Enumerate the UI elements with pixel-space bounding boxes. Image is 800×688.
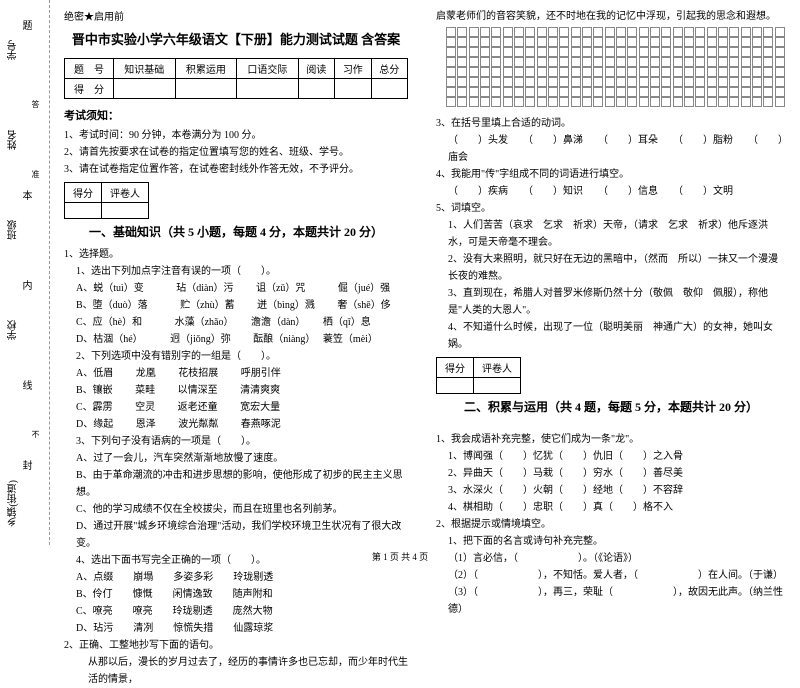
eval-c1: 得分 [65,183,102,203]
q1a-d: D、枯涸（hé） 迥（jiǒng）弥 酝酿（niàng） 蓑笠（mèi） [64,331,408,348]
secret-label: 绝密★启用前 [64,8,408,23]
q1b-c: C、霹雳 空灵 返老还童 宽宏大量 [64,399,408,416]
s2q1-2: 2、异曲天（ ）马栽（ ）穷水（ ）善尽美 [436,465,786,482]
margin-right-1: 本 [18,190,33,200]
q1c-b: B、由于革命潮流的冲击和进步思想的影响，使他形成了初步的民主主义思想。 [64,467,408,501]
margin-banji: 班级 [6,220,21,240]
exam-title: 晋中市实验小学六年级语文【下册】能力测试试题 含答案 [64,29,408,48]
right-column: 启蒙老师们的音容笑貌，还不时地在我的记忆中浮现，引起我的思念和遐想。 3、在括号… [422,0,800,545]
margin-small-2: 不 [30,430,41,438]
s2q1-3: 3、水深火（ ）火朝（ ）经地（ ）不容辞 [436,482,786,499]
q2: 2、正确、工整地抄写下面的语句。 [64,637,408,654]
q1c: 3、下列句子没有语病的一项是（ ）。 [64,433,408,450]
q1a-c: C、应（hè）和 水藻（zhǎo） 澹澹（dàn） 栖（qī）息 [64,314,408,331]
q1b-b: B、镶嵌 菜畦 以情深至 清清爽爽 [64,382,408,399]
s2q2a-2: （2）（ ），不知恬。爱人者，（ ）在人间。（于谦） [436,567,786,584]
q1a-b: B、堕（duò）落 贮（zhù）蓄 迸（bìng）溅 奢（shē）侈 [64,297,408,314]
th-0: 题 号 [65,59,114,79]
td-3 [237,79,299,99]
eval-c2: 评卷人 [102,183,149,203]
q1b-a: A、低眉 龙凰 花枝招展 呼朋引伴 [64,365,408,382]
q1a: 1、选出下列加点字注音有误的一项（ ）。 [64,263,408,280]
margin-right-4: 封 [18,460,33,470]
td-5 [335,79,371,99]
margin-right-0: 题 [18,20,33,30]
page-footer: 第 1 页 共 4 页 [0,550,800,563]
td-4 [298,79,334,99]
eval-box-1: 得分评卷人 [64,182,149,219]
s2q2a-3: （3）（ ），再三，荣耻（ ），故因无此声。（纳兰性德） [436,584,786,618]
margin-xuexiao: 学校 [6,320,21,340]
q2-text: 从那以后，漫长的岁月过去了，经历的事情许多也已忘却，而少年时代生活的情景， [64,654,408,688]
notice-head: 考试须知： [64,107,408,123]
th-5: 习作 [335,59,371,79]
score-table: 题 号 知识基础 积累运用 口语交际 阅读 习作 总分 得 分 [64,58,408,99]
q1b-d: D、缘起 恩泽 波光粼粼 春燕啄泥 [64,416,408,433]
margin-right-2: 内 [18,280,33,290]
left-column: 绝密★启用前 晋中市实验小学六年级语文【下册】能力测试试题 含答案 题 号 知识… [50,0,422,545]
q5-stem: 5、词填空。 [436,200,786,217]
section1-title: 一、基础知识（共 5 小题，每题 4 分，本题共计 20 分） [64,223,408,240]
td-6 [371,79,407,99]
th-1: 知识基础 [114,59,176,79]
q5-l2: 2、没有大来照明，就只好在无边的黑暗中，（然而 所以）一抹又一个漫漫长夜的难熬。 [436,251,786,285]
th-6: 总分 [371,59,407,79]
td-1 [114,79,176,99]
q1b: 2、下列选项中没有错别字的一组是（ ）。 [64,348,408,365]
q5-l4: 4、不知道什么时候，出现了一位（聪明美丽 神通广大）的女神，她叫女娲。 [436,319,786,353]
margin-xingming: 姓名 [6,130,21,150]
q1c-c: C、他的学习成绩不仅在全校拔尖，而且在班里也名列前茅。 [64,501,408,518]
q1d-d: D、玷污 清冽 惊慌失措 仙露琼浆 [64,620,408,637]
s2q1: 1、我会成语补充完整，使它们成为一条"龙"。 [436,431,786,448]
writing-grid [446,27,786,107]
q3-stem: 3、在括号里填上合适的动词。 [436,115,786,132]
margin-right-3: 线 [18,380,33,390]
binding-margin: 题 学号 答 姓名 准 本 班级 内 学校 线 不 封 乡镇(街道) [0,0,50,545]
q1a-a: A、蜕（tuì）变 玷（diàn）污 诅（zǔ）咒 倔（jué）强 [64,280,408,297]
notice-2: 2、请首先按要求在试卷的指定位置填写您的姓名、班级、学号。 [64,144,408,161]
notice-3: 3、请在试卷指定位置作答，在试卷密封线外作答无效，不予评分。 [64,161,408,178]
q4-l2: （ ）疾病 （ ）知识 （ ）信息 （ ）文明 [436,183,786,200]
td-2 [175,79,237,99]
eval-box-2: 得分评卷人 [436,357,521,394]
td-0: 得 分 [65,79,114,99]
q1c-a: A、过了一会儿，汽车突然渐渐地放慢了速度。 [64,450,408,467]
s2q2: 2、根据提示或情境填空。 [436,516,786,533]
q5-l1: 1、人们苦苦（哀求 乞求 祈求）天帝，（请求 乞求 祈求）他斥逐洪水，可是天帝毫… [436,217,786,251]
th-2: 积累运用 [175,59,237,79]
th-3: 口语交际 [237,59,299,79]
q1d-c: C、嘹亮 嘹亮 玲珑剔透 庞然大物 [64,603,408,620]
section2-title: 二、积累与运用（共 4 题，每题 5 分，本题共计 20 分） [436,398,786,415]
q5-l3: 3、直到现在，希腊人对普罗米修斯仍然十分（敬佩 敬仰 佩服），称他是"人类的大恩… [436,285,786,319]
s2q1-4: 4、棋相助（ ）忠职（ ）真（ ）格不入 [436,499,786,516]
q4-stem: 4、我能用"传"字组成不同的词语进行填空。 [436,166,786,183]
q1d-a: A、点缀 崩塌 多姿多彩 玲珑剔透 [64,569,408,586]
th-4: 阅读 [298,59,334,79]
eval2-c1: 得分 [437,358,474,378]
right-top-text: 启蒙老师们的音容笑貌，还不时地在我的记忆中浮现，引起我的思念和遐想。 [436,8,786,25]
margin-small-1: 准 [30,170,41,178]
margin-small-0: 答 [30,100,41,108]
s2q2a: 1、把下面的名言或诗句补充完整。 [436,533,786,550]
q1: 1、选择题。 [64,246,408,263]
q3-l1: （ ）头发 （ ）鼻涕 （ ）耳朵 （ ）脂粉 （ ）庙会 [436,132,786,166]
margin-xuehao: 学号 [6,40,21,60]
margin-xiangzhen: 乡镇(街道) [6,480,21,527]
notice-1: 1、考试时间：90 分钟，本卷满分为 100 分。 [64,127,408,144]
q1d-b: B、伶仃 慷慨 闲情逸致 随声附和 [64,586,408,603]
q1c-d: D、通过开展"城乡环境综合治理"活动，我们学校环境卫生状况有了很大改变。 [64,518,408,552]
s2q1-1: 1、博闻强（ ）忆犹（ ）仇旧（ ）之入骨 [436,448,786,465]
eval2-c2: 评卷人 [474,358,521,378]
